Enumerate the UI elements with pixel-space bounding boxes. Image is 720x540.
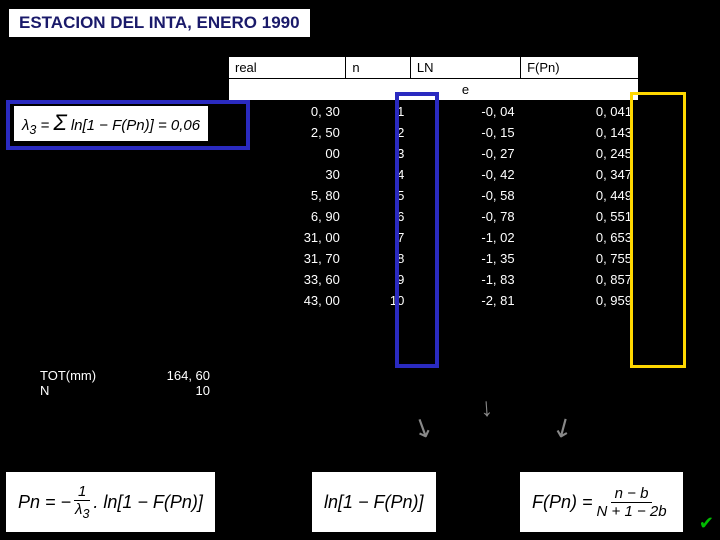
cell-fpn: 0, 143 [521,122,638,143]
table-header-row: real n LN F(Pn) [229,57,639,79]
cell-real: 6, 90 [229,206,346,227]
n-value: 10 [130,383,210,398]
formula-ln: ln[1 − F(Pn)] [312,472,436,532]
cell-fpn: 0, 653 [521,227,638,248]
yellow-highlight-column [630,92,686,368]
check-icon: ✔ [699,513,714,534]
col-fpn: F(Pn) [521,57,638,79]
cell-real: 5, 80 [229,185,346,206]
col-real: real [229,57,346,79]
cell-fpn: 0, 041 [521,101,638,123]
cell-fpn: 0, 959 [521,290,638,311]
col-ln: LN [410,57,520,79]
cell-real: 31, 00 [229,227,346,248]
cell-fpn: 0, 755 [521,248,638,269]
col-n: n [346,57,411,79]
cell-fpn: 0, 551 [521,206,638,227]
page-title: ESTACION DEL INTA, ENERO 1990 [8,8,311,38]
cell-fpn: 0, 347 [521,164,638,185]
blue-highlight-ln-column [395,92,439,368]
cell-fpn: 0, 245 [521,143,638,164]
cell-fpn: 0, 449 [521,185,638,206]
summary-block: TOT(mm) 164, 60 N 10 [40,368,210,398]
cell-fpn: 0, 857 [521,269,638,290]
arrow-icon: ↘ [406,409,439,446]
tot-label: TOT(mm) [40,368,130,383]
formula-lambda3: λ3 = Σ ln[1 − F(Pn)] = 0,06 [14,106,208,141]
tot-value: 164, 60 [130,368,210,383]
arrow-icon: ↓ [479,392,494,424]
cell-real: 43, 00 [229,290,346,311]
formula-fpn: F(Pn) = n − bN + 1 − 2b [520,472,683,532]
n-label: N [40,383,130,398]
cell-real: 33, 60 [229,269,346,290]
cell-real: 30 [229,164,346,185]
cell-real: 31, 70 [229,248,346,269]
formula-pn: Pn = − 1λ3 . ln[1 − F(Pn)] [6,472,215,532]
arrow-icon: ↙ [546,409,580,447]
